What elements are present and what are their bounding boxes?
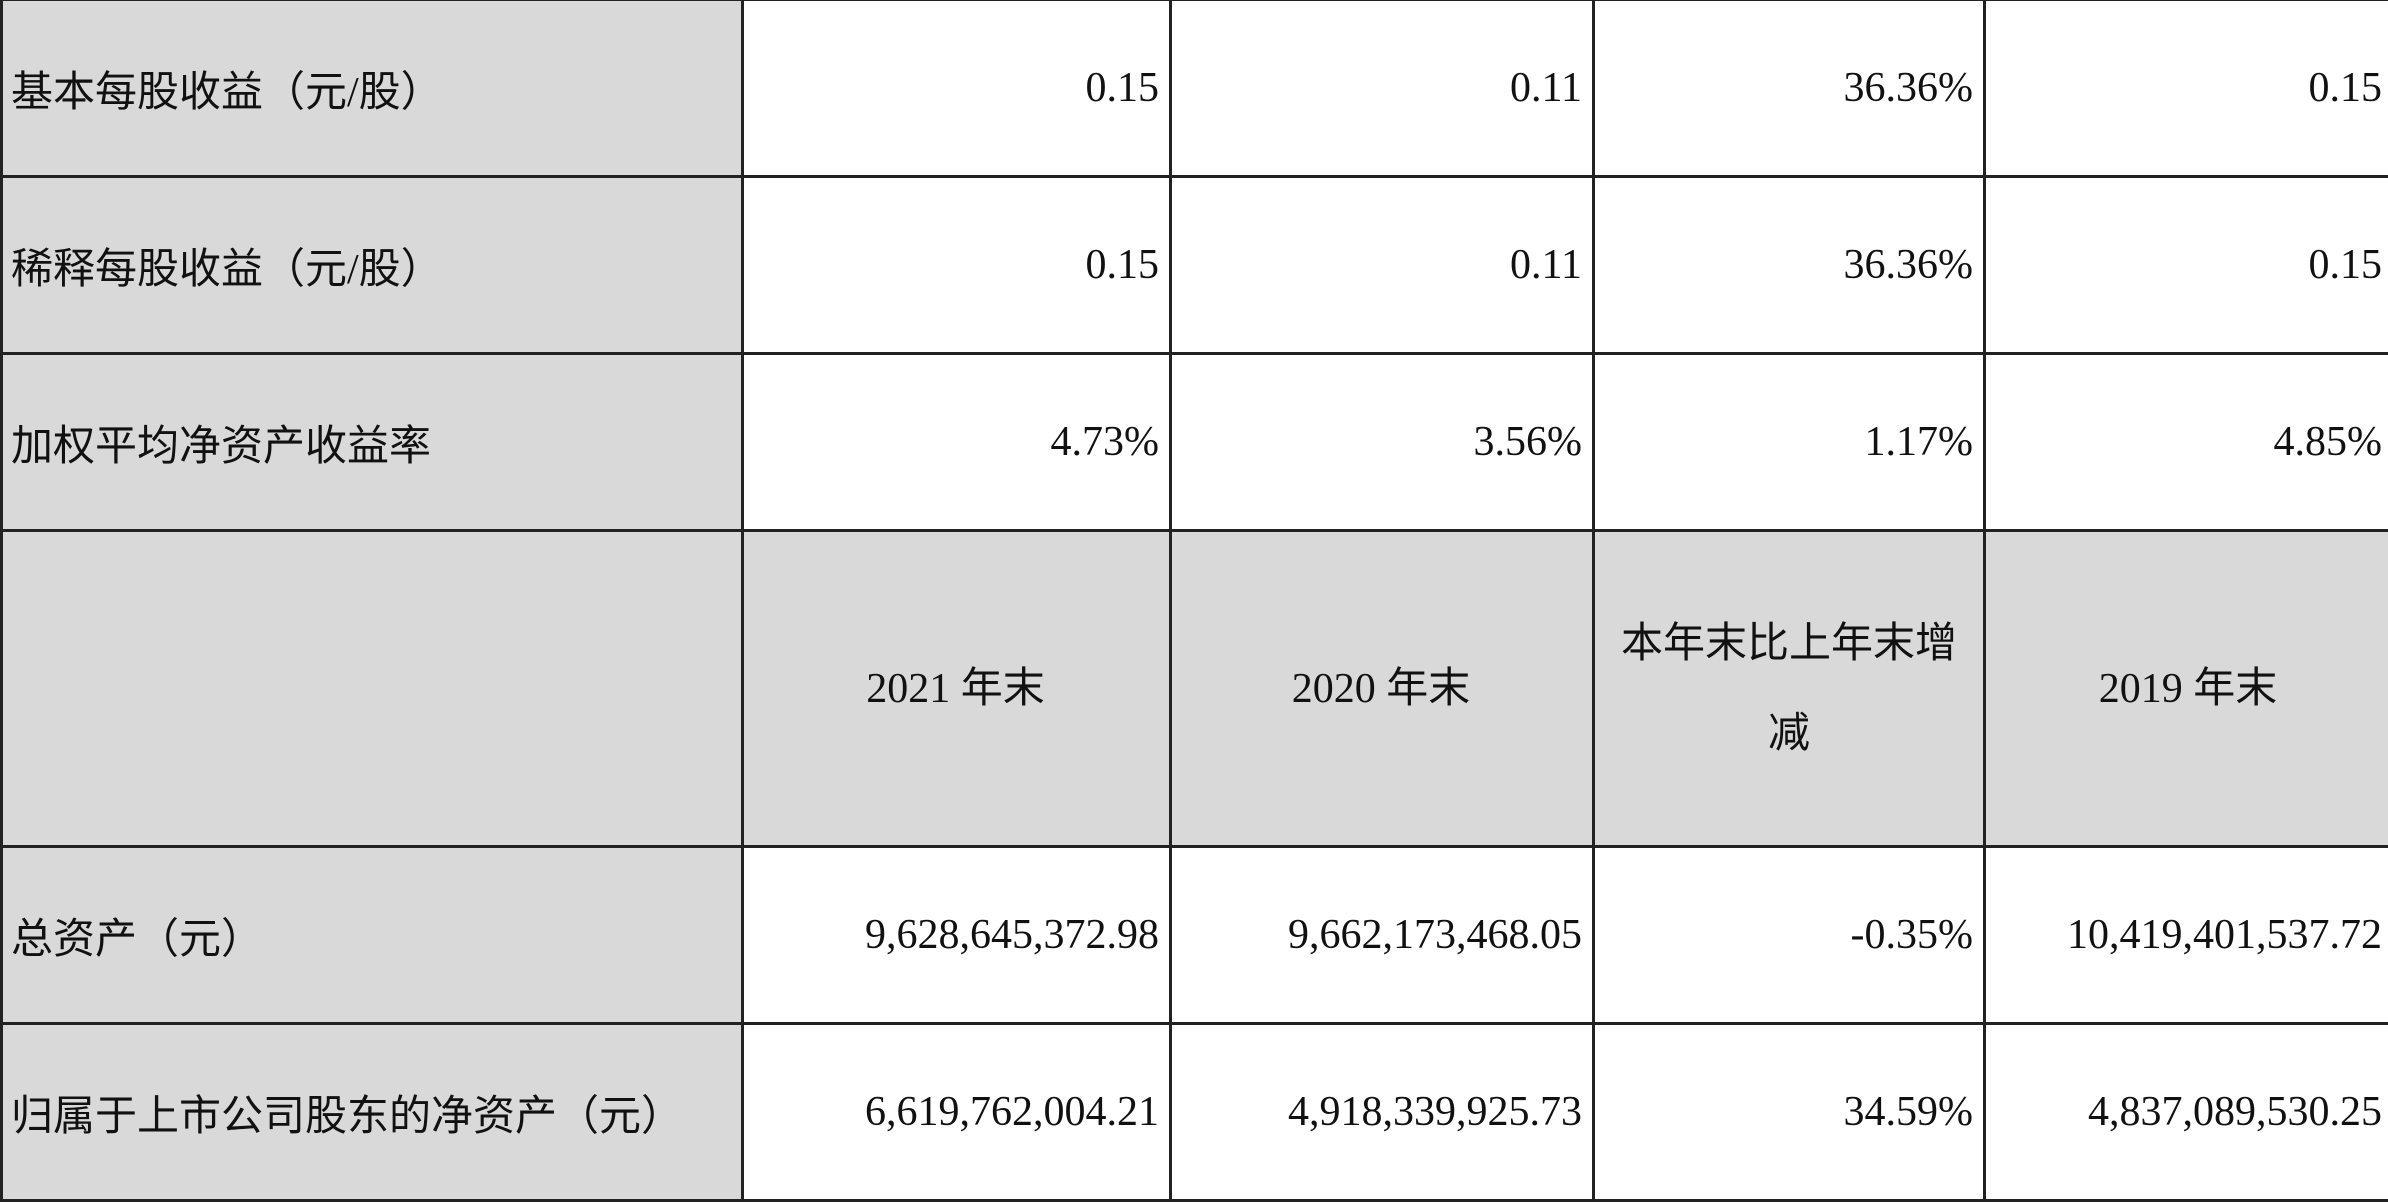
table-row: 总资产（元） 9,628,645,372.98 9,662,173,468.05… [2, 847, 2388, 1024]
cell: 10,419,401,537.72 [1985, 847, 2388, 1024]
cell: 4,918,339,925.73 [1171, 1024, 1594, 1201]
header-cell: 2020 年末 [1171, 531, 1594, 847]
cell: 0.15 [1985, 177, 2388, 354]
header-cell: 本年末比上年末增减 [1594, 531, 1985, 847]
row-label: 加权平均净资产收益率 [2, 354, 743, 531]
cell: 0.11 [1171, 0, 1594, 177]
cell: 4.85% [1985, 354, 2388, 531]
cell: 9,662,173,468.05 [1171, 847, 1594, 1024]
cell: 1.17% [1594, 354, 1985, 531]
header-row: 2021 年末 2020 年末 本年末比上年末增减 2019 年末 [2, 531, 2388, 847]
row-label: 总资产（元） [2, 847, 743, 1024]
row-label: 归属于上市公司股东的净资产（元） [2, 1024, 743, 1201]
cell: -0.35% [1594, 847, 1985, 1024]
cell: 9,628,645,372.98 [743, 847, 1171, 1024]
cell: 6,619,762,004.21 [743, 1024, 1171, 1201]
row-label: 基本每股收益（元/股） [2, 0, 743, 177]
table-row: 加权平均净资产收益率 4.73% 3.56% 1.17% 4.85% [2, 354, 2388, 531]
header-cell: 2021 年末 [743, 531, 1171, 847]
cell: 4.73% [743, 354, 1171, 531]
row-label: 稀释每股收益（元/股） [2, 177, 743, 354]
table-row: 基本每股收益（元/股） 0.15 0.11 36.36% 0.15 [2, 0, 2388, 177]
cell: 0.15 [1985, 0, 2388, 177]
cell: 0.11 [1171, 177, 1594, 354]
cell: 36.36% [1594, 0, 1985, 177]
cell: 0.15 [743, 0, 1171, 177]
header-label [2, 531, 743, 847]
header-cell: 2019 年末 [1985, 531, 2388, 847]
table-row: 归属于上市公司股东的净资产（元） 6,619,762,004.21 4,918,… [2, 1024, 2388, 1201]
cell: 4,837,089,530.25 [1985, 1024, 2388, 1201]
table-row: 稀释每股收益（元/股） 0.15 0.11 36.36% 0.15 [2, 177, 2388, 354]
cell: 3.56% [1171, 354, 1594, 531]
cell: 34.59% [1594, 1024, 1985, 1201]
cell: 0.15 [743, 177, 1171, 354]
cell: 36.36% [1594, 177, 1985, 354]
